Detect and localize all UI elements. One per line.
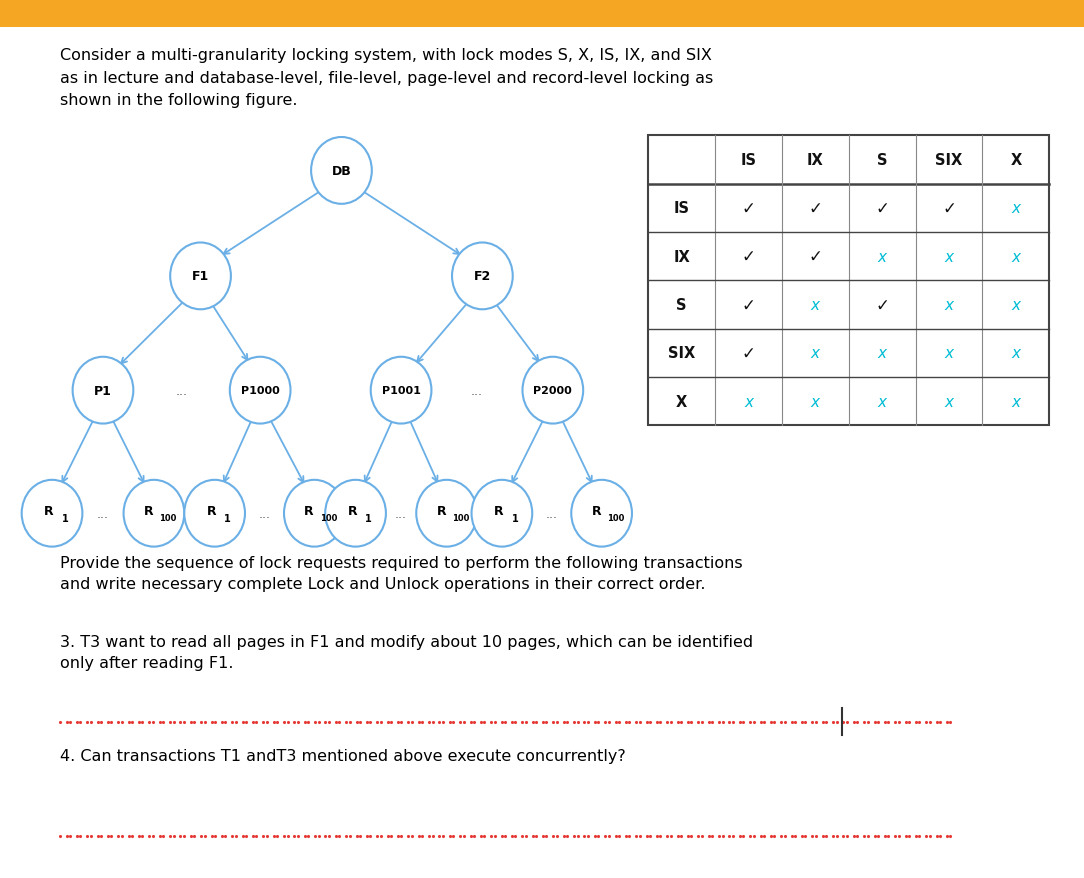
Text: x: x bbox=[878, 394, 887, 409]
Text: IX: IX bbox=[673, 249, 691, 264]
Text: ✓: ✓ bbox=[875, 199, 889, 218]
Text: ...: ... bbox=[470, 385, 483, 397]
Text: x: x bbox=[878, 249, 887, 264]
Text: x: x bbox=[944, 346, 954, 361]
Text: 100: 100 bbox=[320, 514, 337, 522]
Text: S: S bbox=[676, 298, 687, 313]
Text: IX: IX bbox=[806, 153, 824, 168]
Text: ✓: ✓ bbox=[741, 296, 756, 314]
Text: ✓: ✓ bbox=[741, 248, 756, 266]
Text: ...: ... bbox=[258, 507, 271, 520]
Text: ...: ... bbox=[96, 507, 109, 520]
Text: ✓: ✓ bbox=[741, 199, 756, 218]
Text: DB: DB bbox=[332, 165, 351, 177]
Text: R: R bbox=[494, 505, 503, 517]
Text: ✓: ✓ bbox=[942, 199, 956, 218]
Text: R: R bbox=[592, 505, 601, 517]
Text: Consider a multi-granularity locking system, with lock modes S, X, IS, IX, and S: Consider a multi-granularity locking sys… bbox=[60, 48, 713, 108]
Ellipse shape bbox=[311, 138, 372, 205]
Text: ✓: ✓ bbox=[875, 296, 889, 314]
Ellipse shape bbox=[284, 480, 345, 547]
Text: P1001: P1001 bbox=[382, 385, 421, 396]
Text: 1: 1 bbox=[224, 513, 231, 523]
Text: R: R bbox=[305, 505, 313, 517]
Ellipse shape bbox=[124, 480, 184, 547]
Text: R: R bbox=[44, 505, 53, 517]
Text: R: R bbox=[144, 505, 153, 517]
Text: 4. Can transactions T1 andT3 mentioned above execute concurrently?: 4. Can transactions T1 andT3 mentioned a… bbox=[60, 748, 625, 763]
Text: IS: IS bbox=[740, 153, 757, 168]
Ellipse shape bbox=[371, 357, 431, 424]
Text: x: x bbox=[744, 394, 753, 409]
Text: 1: 1 bbox=[512, 513, 518, 523]
Text: 1: 1 bbox=[365, 513, 372, 523]
Text: x: x bbox=[878, 346, 887, 361]
Text: S: S bbox=[877, 153, 888, 168]
Ellipse shape bbox=[522, 357, 583, 424]
Text: P2000: P2000 bbox=[533, 385, 572, 396]
Text: 1: 1 bbox=[62, 513, 68, 523]
Text: x: x bbox=[1011, 201, 1020, 216]
Ellipse shape bbox=[73, 357, 133, 424]
Text: 3. T3 want to read all pages in F1 and modify about 10 pages, which can be ident: 3. T3 want to read all pages in F1 and m… bbox=[60, 634, 752, 671]
Ellipse shape bbox=[416, 480, 477, 547]
Text: R: R bbox=[207, 505, 216, 517]
Text: ✓: ✓ bbox=[809, 248, 823, 266]
Text: x: x bbox=[1011, 249, 1020, 264]
Ellipse shape bbox=[230, 357, 291, 424]
Text: X: X bbox=[676, 394, 687, 409]
Text: x: x bbox=[811, 346, 820, 361]
Text: x: x bbox=[811, 298, 820, 313]
Text: R: R bbox=[348, 505, 357, 517]
Text: ✓: ✓ bbox=[809, 199, 823, 218]
Text: ...: ... bbox=[176, 385, 189, 397]
Text: SIX: SIX bbox=[935, 153, 963, 168]
Text: ✓: ✓ bbox=[741, 344, 756, 363]
Text: x: x bbox=[944, 249, 954, 264]
Text: ...: ... bbox=[545, 507, 558, 520]
Ellipse shape bbox=[22, 480, 82, 547]
Text: R: R bbox=[437, 505, 446, 517]
Text: Provide the sequence of lock requests required to perform the following transact: Provide the sequence of lock requests re… bbox=[60, 555, 743, 592]
Text: x: x bbox=[1011, 298, 1020, 313]
Text: x: x bbox=[1011, 394, 1020, 409]
Text: 100: 100 bbox=[159, 514, 177, 522]
Ellipse shape bbox=[452, 243, 513, 310]
Text: x: x bbox=[944, 298, 954, 313]
Text: ...: ... bbox=[395, 507, 408, 520]
Ellipse shape bbox=[472, 480, 532, 547]
Ellipse shape bbox=[325, 480, 386, 547]
Text: x: x bbox=[944, 394, 954, 409]
Text: F1: F1 bbox=[192, 270, 209, 283]
Text: IS: IS bbox=[673, 201, 689, 216]
Text: SIX: SIX bbox=[668, 346, 695, 361]
Ellipse shape bbox=[184, 480, 245, 547]
Text: X: X bbox=[1010, 153, 1021, 168]
Ellipse shape bbox=[170, 243, 231, 310]
Ellipse shape bbox=[571, 480, 632, 547]
Bar bbox=[648, 136, 1049, 426]
Text: P1: P1 bbox=[94, 385, 112, 397]
Text: P1000: P1000 bbox=[241, 385, 280, 396]
Text: F2: F2 bbox=[474, 270, 491, 283]
Text: 100: 100 bbox=[452, 514, 469, 522]
Text: x: x bbox=[1011, 346, 1020, 361]
Text: x: x bbox=[811, 394, 820, 409]
FancyBboxPatch shape bbox=[0, 0, 1084, 28]
Text: 100: 100 bbox=[607, 514, 624, 522]
